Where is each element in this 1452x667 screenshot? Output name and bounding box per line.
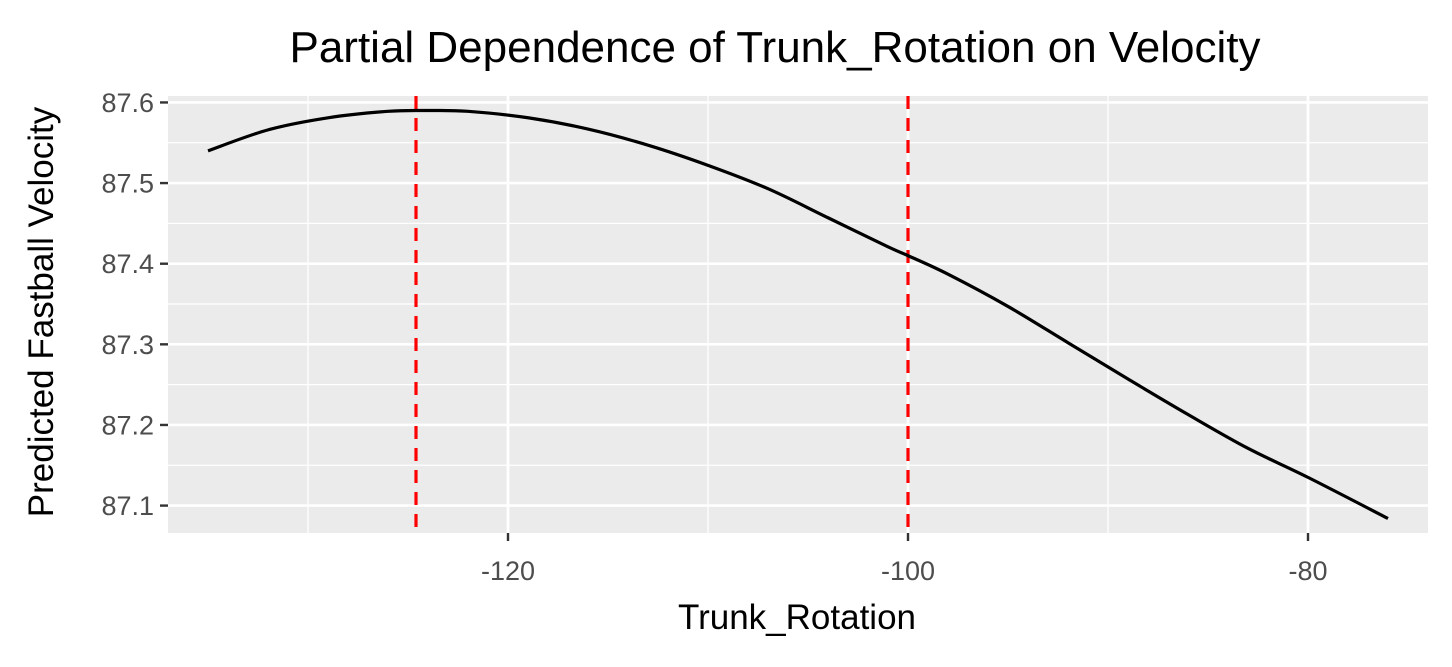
y-tick-label: 87.4 [101,249,154,279]
y-tick-label: 87.3 [101,330,154,360]
reference-lines [414,96,910,533]
major-gridlines [168,96,1428,533]
y-tick-label: 87.6 [101,88,154,118]
series-group [207,108,1389,520]
minor-gridlines [168,96,1428,533]
x-tick-label: -100 [881,556,935,586]
chart-title: Partial Dependence of Trunk_Rotation on … [289,23,1260,72]
x-tick-label: -120 [481,556,535,586]
y-tick-label: 87.2 [101,410,154,440]
series-line [207,108,1389,520]
x-tick-label: -80 [1288,556,1327,586]
y-axis-title: Predicted Fastball Velocity [22,106,61,517]
y-tick-label: 87.1 [101,491,154,521]
x-axis-title: Trunk_Rotation [678,598,916,637]
x-axis: -120 -100 -80 [481,533,1328,586]
y-tick-label: 87.5 [101,169,154,199]
y-axis: 87.1 87.2 87.3 87.4 87.5 87.6 [101,88,168,521]
plot-panel [168,96,1428,533]
